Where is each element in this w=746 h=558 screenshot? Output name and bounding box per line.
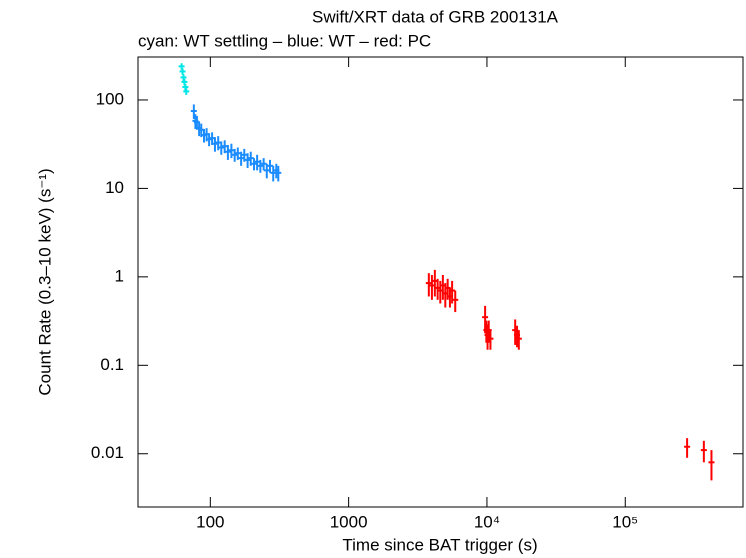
y-tick-label: 0.1 <box>100 355 124 374</box>
y-tick-label: 10 <box>105 178 124 197</box>
y-tick-label: 0.01 <box>91 443 124 462</box>
x-tick-label: 100 <box>196 512 224 531</box>
x-tick-label: 1000 <box>330 512 368 531</box>
plot-frame <box>137 56 744 508</box>
y-tick-label: 1 <box>115 266 124 285</box>
y-tick-label: 100 <box>96 89 124 108</box>
x-tick-label: 10⁵ <box>612 512 638 531</box>
x-axis-label: Time since BAT trigger (s) <box>342 535 537 554</box>
chart-title: Swift/XRT data of GRB 200131A <box>312 7 559 26</box>
x-tick-label: 10⁴ <box>474 512 500 531</box>
y-axis-label: Count Rate (0.3–10 keV) (s⁻¹) <box>35 168 54 395</box>
chart-subtitle: cyan: WT settling – blue: WT – red: PC <box>138 31 431 50</box>
